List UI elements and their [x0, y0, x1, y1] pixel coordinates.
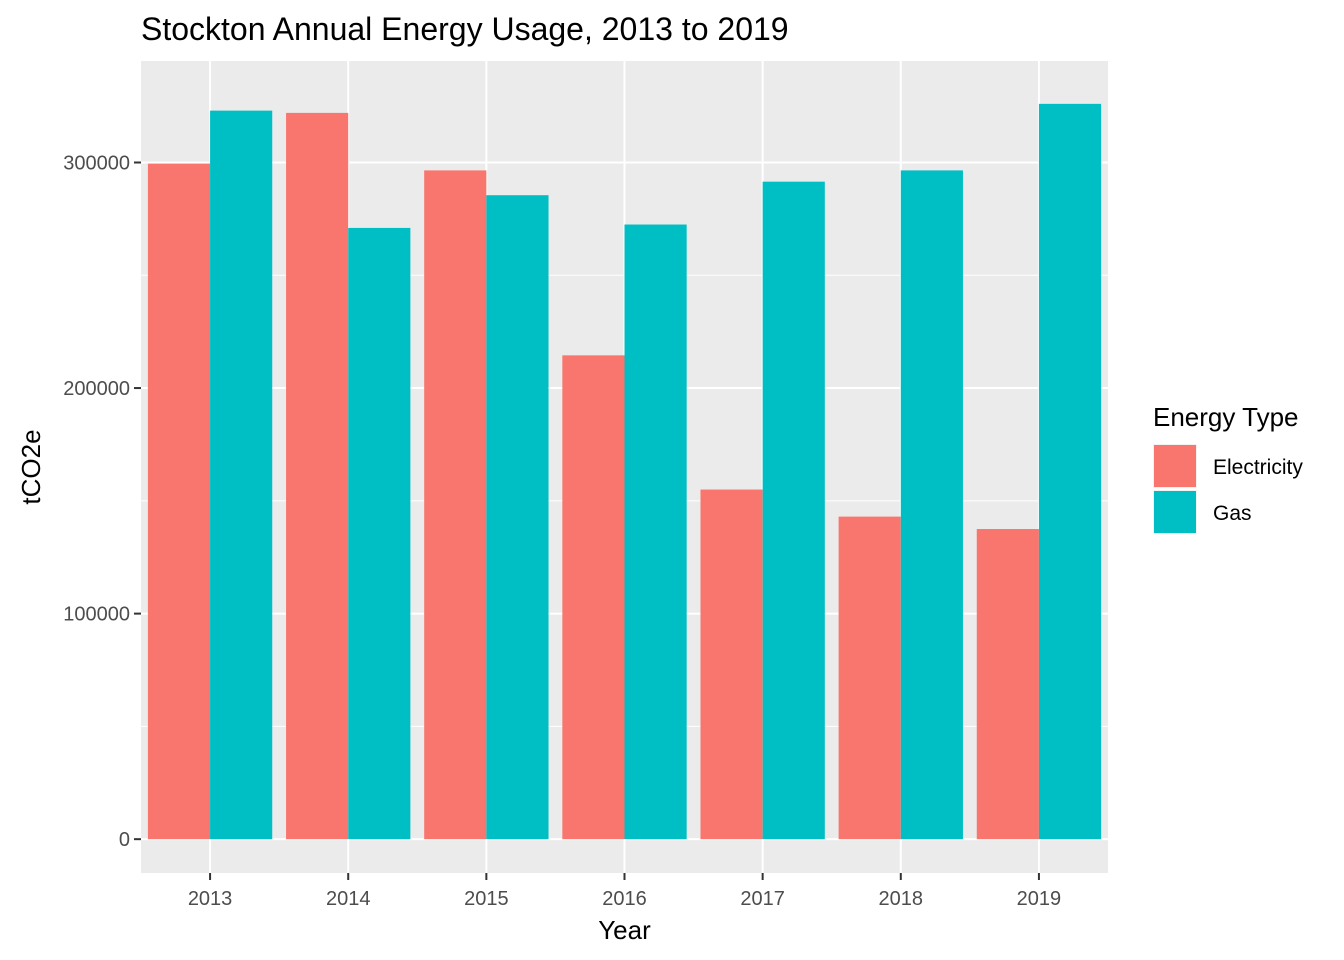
- legend-swatch-electricity: [1154, 445, 1196, 487]
- x-tick-label: 2016: [602, 888, 647, 910]
- legend: Energy Type Electricity Gas: [1153, 402, 1303, 534]
- x-tick-label: 2013: [188, 888, 233, 910]
- legend-title: Energy Type: [1153, 402, 1299, 432]
- legend-label-electricity: Electricity: [1213, 456, 1303, 479]
- bar-electricity-2015: [424, 170, 487, 840]
- x-tick-label: 2018: [879, 888, 924, 910]
- y-tick-label: 200000: [63, 378, 130, 400]
- bar-gas-2013: [210, 110, 273, 840]
- bar-electricity-2017: [700, 489, 763, 840]
- bar-gas-2018: [900, 170, 963, 840]
- y-tick-label: 100000: [63, 604, 130, 626]
- bar-gas-2015: [486, 195, 549, 840]
- x-tick-label: 2015: [464, 888, 509, 910]
- x-tick-label: 2019: [1017, 888, 1062, 910]
- y-tick-label: 300000: [63, 153, 130, 175]
- x-axis-title: Year: [598, 915, 651, 945]
- x-axis: 2013 2014 2015 2016 2017 2018 2019: [188, 873, 1061, 910]
- chart-title: Stockton Annual Energy Usage, 2013 to 20…: [141, 11, 789, 47]
- y-axis-title: tCO2e: [16, 429, 46, 504]
- bar-electricity-2013: [147, 163, 211, 840]
- bar-gas-2014: [348, 227, 411, 840]
- bar-gas-2017: [762, 181, 825, 840]
- bar-electricity-2016: [562, 355, 625, 840]
- bar-electricity-2018: [838, 516, 901, 840]
- bar-electricity-2014: [286, 112, 349, 840]
- bar-gas-2019: [1038, 103, 1102, 840]
- y-tick-label: 0: [119, 829, 130, 851]
- x-tick-label: 2014: [326, 888, 371, 910]
- bars: [147, 103, 1102, 840]
- legend-label-gas: Gas: [1213, 502, 1252, 525]
- legend-swatch-gas: [1154, 491, 1196, 533]
- x-tick-label: 2017: [740, 888, 785, 910]
- y-axis: 0 100000 200000 300000: [63, 153, 141, 851]
- bar-electricity-2019: [976, 529, 1039, 840]
- bar-gas-2016: [624, 224, 687, 840]
